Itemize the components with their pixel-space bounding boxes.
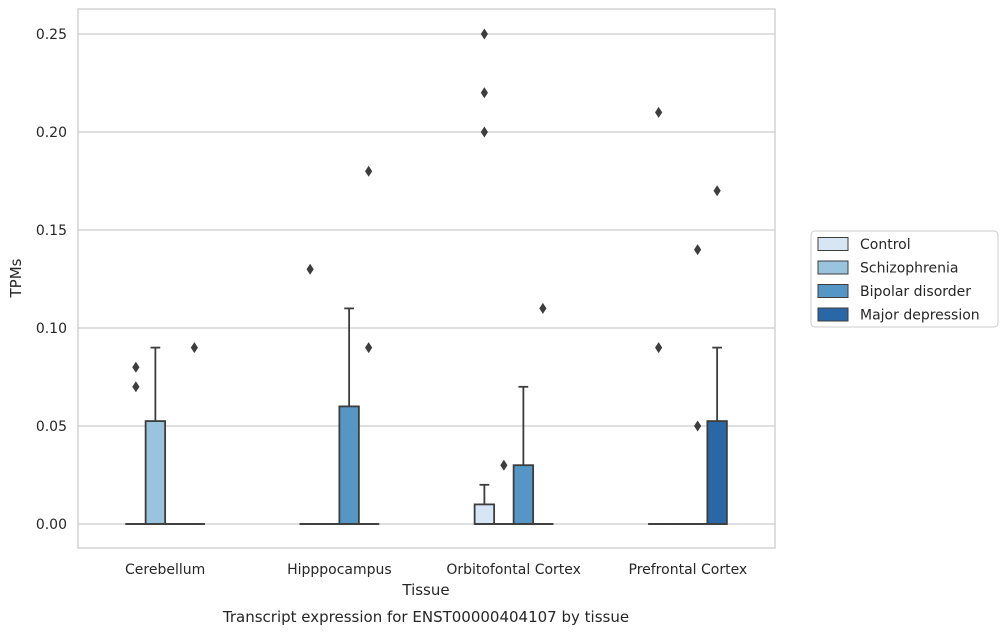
legend-frame	[810, 230, 999, 328]
box-schizophrenia	[493, 459, 515, 525]
y-tick-label: 0.00	[36, 517, 67, 533]
outlier-point	[655, 106, 663, 118]
legend-swatch	[817, 284, 849, 298]
outlier-point	[132, 381, 140, 393]
grid-lines	[78, 33, 775, 525]
box-major-depression	[532, 302, 554, 525]
x-tick-label: Orbitofontal Cortex	[446, 562, 581, 578]
outlier-point	[365, 342, 373, 354]
box-major-depression	[706, 185, 728, 525]
outlier-point	[132, 361, 140, 373]
legend: Control Schizophrenia Bipolar disorder Majo…	[810, 230, 999, 328]
box-schizophrenia	[144, 346, 167, 525]
outlier-point	[694, 420, 702, 432]
y-tick-labels: 0.00 0.05 0.10 0.15 0.20 0.25	[36, 27, 67, 533]
box-body	[144, 420, 167, 525]
x-tick-label: Cerebellum	[125, 562, 205, 578]
outlier-point	[365, 165, 373, 177]
y-axis-label: TPMs	[7, 258, 25, 298]
outlier-point	[713, 185, 721, 197]
outlier-point	[694, 244, 702, 256]
box-body	[512, 464, 535, 525]
legend-label: Bipolar disorder	[860, 284, 971, 300]
box-bipolar-disorder	[512, 385, 535, 525]
outlier-point	[539, 302, 547, 314]
plot-frame	[77, 8, 776, 549]
y-tick-label: 0.20	[36, 125, 67, 141]
outlier-point	[480, 87, 488, 99]
y-tick-label: 0.10	[36, 321, 67, 337]
x-tick-labels: Cerebellum Hipppocampus Orbitofontal Corte…	[125, 562, 747, 578]
box-control	[125, 361, 147, 525]
box-control	[647, 106, 670, 525]
legend-label: Control	[860, 237, 911, 253]
box-body	[473, 503, 496, 525]
outlier-point	[480, 28, 488, 40]
legend-swatch	[817, 237, 849, 251]
box-control	[299, 263, 321, 525]
box-body	[338, 405, 360, 525]
box-bipolar-disorder	[686, 244, 709, 525]
legend-swatch	[817, 260, 849, 275]
box-major-depression	[357, 165, 380, 525]
box-body	[706, 420, 728, 525]
outlier-point	[306, 263, 314, 275]
y-tick-label: 0.15	[36, 223, 67, 239]
x-tick-label: Hipppocampus	[287, 562, 392, 578]
outlier-point	[190, 342, 198, 354]
box-bipolar-disorder	[338, 307, 360, 525]
box-major-depression	[183, 342, 206, 525]
y-tick-label: 0.05	[36, 419, 67, 435]
outlier-point	[500, 459, 508, 471]
boxplot-marks	[125, 28, 728, 525]
outlier-point	[480, 126, 488, 138]
legend-swatch	[817, 307, 849, 322]
legend-label: Schizophrenia	[860, 261, 958, 277]
x-tick-label: Prefrontal Cortex	[629, 562, 748, 578]
y-tick-label: 0.25	[36, 27, 67, 43]
outlier-point	[655, 342, 663, 354]
box-control	[473, 28, 496, 525]
chart-caption: Transcript expression for ENST0000040410…	[222, 608, 629, 626]
legend-label: Major depression	[860, 308, 980, 324]
x-axis-label: Tissue	[401, 581, 449, 599]
